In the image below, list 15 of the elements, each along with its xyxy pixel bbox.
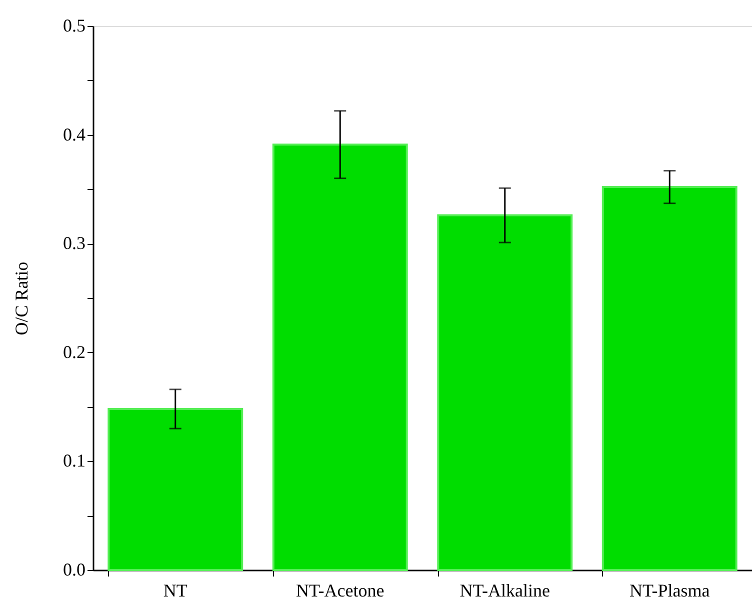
bar (272, 144, 408, 571)
x-tick-label: NT (163, 580, 188, 600)
y-tick-label: 0.4 (63, 124, 86, 144)
y-tick-label: 0.0 (63, 560, 86, 580)
bar (437, 214, 573, 571)
y-axis-title: O/C Ratio (12, 262, 32, 336)
y-tick-label: 0.1 (63, 450, 86, 471)
bar (108, 408, 244, 571)
y-tick-label: 0.5 (63, 16, 86, 36)
bar (602, 186, 738, 571)
x-tick-label: NT-Plasma (629, 580, 710, 600)
x-tick-label: NT-Alkaline (460, 580, 550, 600)
x-tick-label: NT-Acetone (296, 580, 384, 600)
y-tick-label: 0.3 (63, 233, 86, 254)
y-tick-label: 0.2 (63, 342, 86, 362)
